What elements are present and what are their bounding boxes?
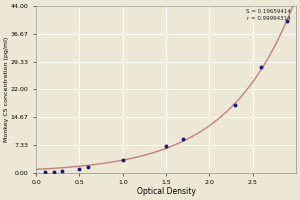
- Point: [120, 158, 125, 161]
- Point: [60, 169, 64, 173]
- Point: [42, 171, 47, 174]
- Y-axis label: Monkey C5 concentration (pg/ml): Monkey C5 concentration (pg/ml): [4, 37, 9, 142]
- Point: [259, 65, 264, 68]
- Point: [181, 137, 186, 140]
- Point: [233, 103, 238, 106]
- Point: [164, 145, 168, 148]
- Point: [86, 166, 91, 169]
- Point: [77, 167, 82, 171]
- X-axis label: Optical Density: Optical Density: [136, 187, 196, 196]
- Point: [51, 170, 56, 173]
- Point: [285, 20, 290, 23]
- Text: S = 0.19659414
r = 0.99994314: S = 0.19659414 r = 0.99994314: [246, 9, 291, 21]
